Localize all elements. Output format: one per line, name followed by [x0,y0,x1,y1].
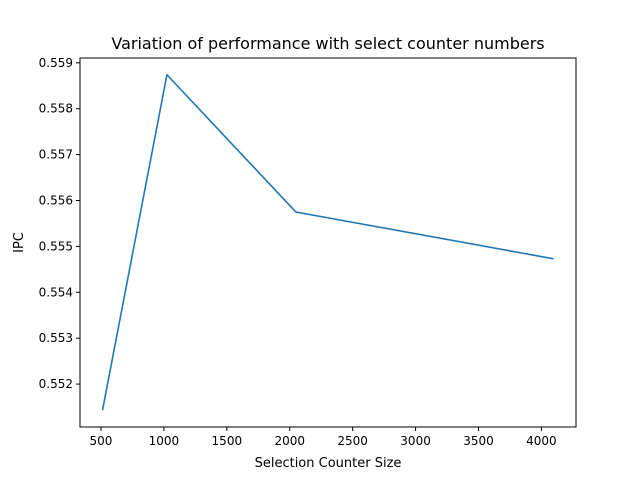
y-tick-label: 0.555 [39,239,73,253]
x-tick-label: 2500 [337,434,368,448]
y-tick-label: 0.553 [39,331,73,345]
axes-frame [79,57,577,428]
y-tick-label: 0.556 [39,194,73,208]
y-tick-label: 0.552 [39,377,73,391]
x-tick-label: 3000 [400,434,431,448]
y-tick-label: 0.554 [39,285,73,299]
x-tick-label: 4000 [526,434,557,448]
y-tick-label: 0.559 [39,56,73,70]
y-axis-label: IPC [12,232,27,253]
y-tick-label: 0.557 [39,148,73,162]
x-tick-label: 1500 [212,434,243,448]
y-tick-label: 0.558 [39,102,73,116]
x-axis-label: Selection Counter Size [255,456,402,471]
chart-title: Variation of performance with select cou… [111,34,544,53]
x-tick-label: 2000 [274,434,305,448]
plot-area: 500 1000 1500 2000 2500 3000 3500 4000 0.552 0.55… [39,56,557,448]
x-tick-label: 500 [90,434,113,448]
x-tick-label: 1000 [149,434,180,448]
x-tick-label: 3500 [463,434,494,448]
series-line [101,73,554,411]
